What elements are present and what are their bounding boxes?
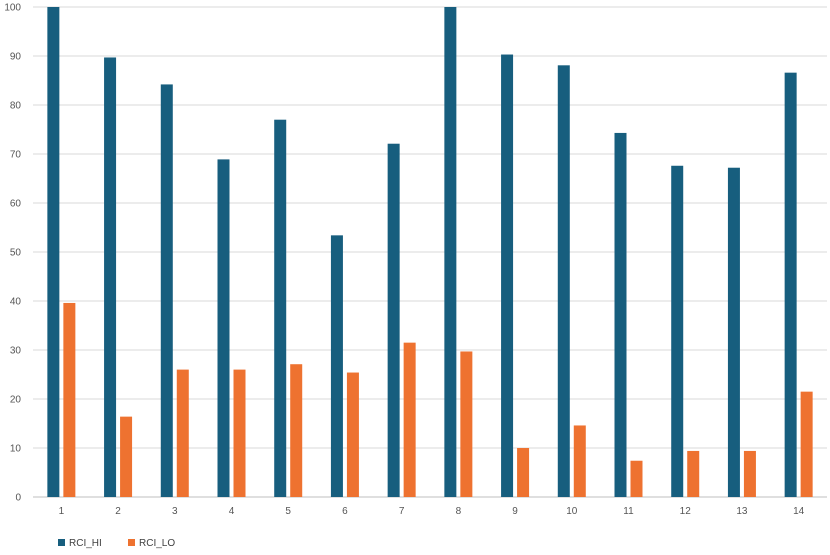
gridlines: [33, 6, 827, 498]
bar-rci-lo-7: [403, 342, 416, 497]
y-tick-label: 10: [10, 444, 22, 455]
y-axis-tick-labels: 0 10 20 30 40 50 60 70 80 90 100: [4, 3, 21, 504]
bar-rci-hi-14: [784, 72, 797, 497]
legend-label-rci-hi: RCI_HI: [69, 538, 102, 549]
x-tick-label: 11: [623, 506, 634, 517]
x-tick-label: 2: [115, 506, 121, 517]
bar-rci-hi-2: [104, 57, 117, 497]
y-tick-label: 50: [10, 248, 22, 259]
x-tick-label: 12: [680, 506, 692, 517]
y-tick-label: 90: [10, 52, 22, 63]
y-tick-label: 0: [15, 493, 21, 504]
bar-rci-lo-3: [176, 369, 189, 497]
bar-rci-lo-9: [517, 448, 530, 497]
bar-rci-lo-2: [120, 416, 133, 497]
bar-rci-lo-14: [800, 391, 813, 497]
bar-rci-hi-3: [160, 84, 173, 498]
x-tick-label: 5: [285, 506, 291, 517]
x-tick-label: 4: [229, 506, 235, 517]
bar-rci-lo-10: [573, 425, 586, 497]
bar-rci-hi-4: [217, 159, 230, 497]
bar-rci-hi-1: [47, 7, 60, 497]
bar-rci-lo-1: [63, 302, 76, 497]
bar-rci-hi-8: [444, 7, 457, 497]
x-tick-label: 1: [59, 506, 65, 517]
x-tick-label: 8: [456, 506, 462, 517]
bar-rci-hi-6: [330, 235, 343, 497]
x-tick-label: 13: [736, 506, 748, 517]
x-axis-tick-labels: 1 2 3 4 5 6 7 8 9 10 11 12 13 14: [59, 506, 805, 517]
y-tick-label: 100: [4, 3, 21, 14]
x-tick-label: 6: [342, 506, 348, 517]
x-tick-label: 3: [172, 506, 178, 517]
y-tick-label: 80: [10, 101, 22, 112]
bar-rci-hi-5: [274, 119, 287, 497]
bar-rci-hi-9: [501, 54, 514, 497]
y-tick-label: 30: [10, 346, 22, 357]
bar-rci-hi-13: [727, 167, 740, 497]
bar-rci-lo-13: [743, 450, 756, 497]
bar-rci-hi-12: [671, 165, 684, 497]
bar-rci-hi-7: [387, 143, 400, 497]
x-tick-label: 9: [512, 506, 518, 517]
x-tick-label: 10: [566, 506, 578, 517]
bar-rci-lo-5: [290, 364, 303, 497]
bar-rci-lo-6: [346, 372, 359, 497]
bars: [47, 7, 813, 498]
legend-swatch-rci-lo: [128, 539, 135, 546]
x-tick-label: 14: [793, 506, 805, 517]
bar-rci-hi-10: [557, 65, 570, 497]
y-tick-label: 60: [10, 199, 22, 210]
y-tick-label: 20: [10, 395, 22, 406]
y-tick-label: 70: [10, 150, 22, 161]
y-tick-label: 40: [10, 297, 22, 308]
legend: RCI_HI RCI_LO: [58, 538, 175, 549]
bar-rci-lo-4: [233, 369, 246, 497]
bar-rci-lo-8: [460, 351, 473, 497]
legend-swatch-rci-hi: [58, 539, 65, 546]
bar-rci-lo-12: [687, 450, 700, 497]
bar-rci-lo-11: [630, 460, 643, 497]
x-tick-label: 7: [399, 506, 405, 517]
legend-label-rci-lo: RCI_LO: [139, 538, 175, 549]
bar-rci-hi-11: [614, 132, 627, 497]
